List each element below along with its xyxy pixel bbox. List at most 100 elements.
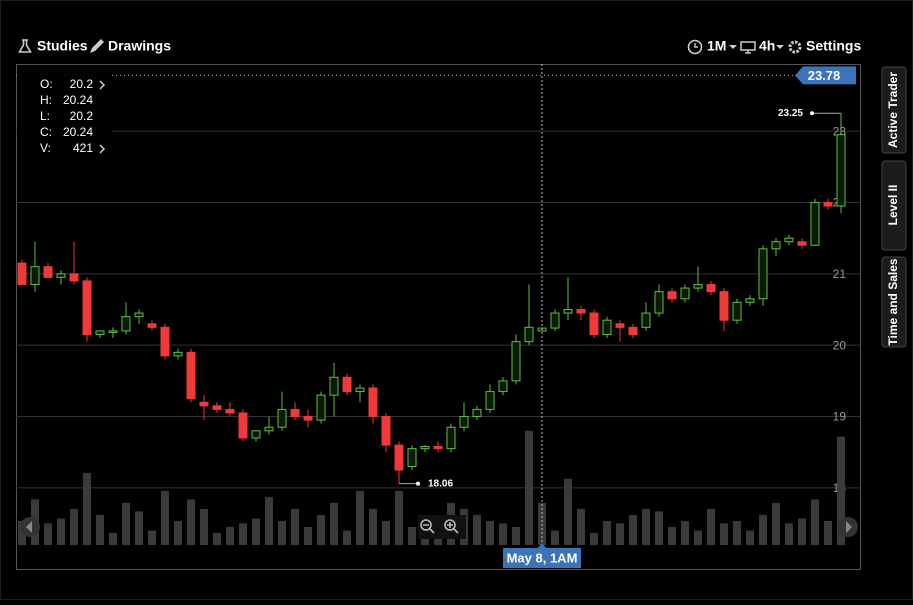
volume-bar [395, 490, 403, 545]
candle-body [108, 330, 118, 333]
volume-bar [668, 526, 676, 545]
readout-value: 20.24 [63, 93, 93, 107]
readout-chevron [99, 144, 106, 154]
studies-label: Studies [37, 38, 88, 54]
volume-bar [200, 508, 208, 545]
volume-bar [837, 436, 845, 545]
volume-bar [213, 532, 221, 545]
volume-bar [681, 520, 689, 545]
candle-body [342, 376, 352, 393]
volume-bar [161, 490, 169, 545]
volume-bar [265, 496, 273, 545]
candle-body [199, 401, 209, 407]
candle-body [368, 387, 378, 418]
candle-body [498, 380, 508, 393]
candle-body [56, 273, 66, 278]
candle-body [680, 287, 690, 300]
volume-bar [187, 499, 195, 545]
interval-icon [740, 41, 756, 54]
volume-bar [486, 520, 494, 545]
candle-body [602, 319, 612, 335]
candle-body [186, 351, 196, 400]
candle-body [771, 241, 781, 250]
candle-body [30, 266, 40, 286]
candle-body [628, 326, 638, 335]
volume-bar [304, 526, 312, 545]
zoom-out[interactable] [420, 519, 435, 534]
volume-bar [96, 514, 104, 545]
volume-bar [590, 532, 598, 545]
candle-body [511, 341, 521, 382]
volume-bar [356, 490, 364, 545]
candle-body [732, 301, 742, 321]
volume-bar [655, 511, 663, 545]
range-button[interactable]: 1M [687, 38, 738, 55]
plot-frame [16, 64, 861, 570]
candle-body [212, 405, 222, 410]
volume-bar [746, 530, 754, 545]
readout-value: 421 [73, 141, 93, 155]
volume-bar [564, 478, 572, 545]
candle-body [823, 201, 833, 207]
sidebar-tab[interactable] [881, 160, 907, 251]
candle-body [836, 134, 846, 207]
candle-body [277, 408, 287, 428]
candle-body [82, 280, 92, 335]
candle-body [693, 284, 703, 289]
tab-label: Time and Sales [886, 258, 900, 345]
pencil-icon [90, 39, 104, 53]
candle-body [472, 408, 482, 418]
candle-body [667, 291, 677, 300]
volume-bar [44, 523, 52, 545]
readout-value: 20.24 [63, 125, 93, 139]
volume-bar [629, 514, 637, 545]
candle-body [394, 444, 404, 471]
volume-bar [720, 523, 728, 545]
readout-value: 20.2 [70, 77, 94, 91]
readout-key: C: [40, 125, 52, 139]
volume-bar [382, 520, 390, 545]
candle-body [563, 308, 573, 314]
settings-button[interactable]: Settings [788, 38, 861, 54]
candle-body [459, 416, 469, 428]
drawings-button[interactable]: Drawings [90, 38, 171, 54]
candle-body [784, 237, 794, 243]
volume-bar [772, 502, 780, 545]
candle-body [420, 446, 430, 450]
volume-bar [70, 508, 78, 545]
candle-body [290, 408, 300, 418]
volume-bar [824, 520, 832, 545]
flask-icon [18, 39, 32, 53]
crosshair-pointer [537, 543, 547, 549]
volume-bar [109, 532, 117, 545]
zoom-in[interactable] [444, 519, 459, 534]
volume-bar [512, 526, 520, 545]
clock-icon [687, 39, 703, 55]
candle-body [238, 412, 248, 439]
candle-body [576, 308, 586, 314]
studies-button[interactable]: Studies [18, 38, 88, 54]
candle-body [719, 291, 729, 321]
low-marker-dot [416, 481, 420, 486]
last-price-tag [795, 66, 856, 85]
volume-bar [226, 526, 234, 545]
high-marker-dot [810, 111, 814, 116]
candle-body [316, 394, 326, 421]
high-marker-label: 23.25 [778, 108, 803, 119]
sidebar-tab[interactable] [881, 66, 907, 154]
candle-body [251, 430, 261, 439]
candle-body [17, 262, 27, 286]
sidebar-tab[interactable] [881, 256, 907, 348]
volume-bar [239, 523, 247, 545]
volume-bar [174, 520, 182, 545]
interval-label: 4h [759, 38, 775, 54]
interval-button[interactable]: 4h [740, 38, 784, 54]
volume-bar [577, 508, 585, 545]
readout-bg [17, 75, 112, 157]
volume-bar [369, 508, 377, 545]
dropdown-caret [776, 45, 784, 49]
candle-body [303, 416, 313, 421]
crosshair-label: May 8, 1AM [507, 550, 578, 565]
settings-label: Settings [806, 38, 861, 54]
